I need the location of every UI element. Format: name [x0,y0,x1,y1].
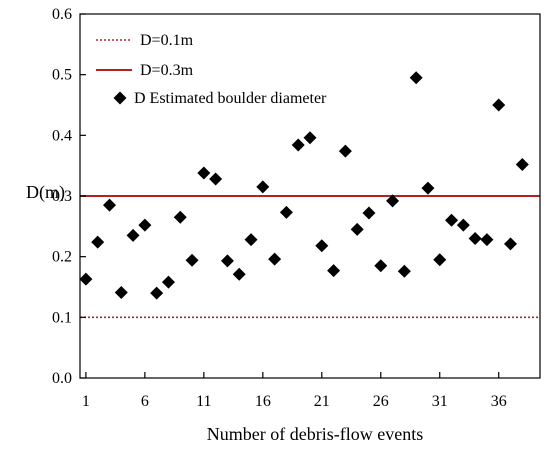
data-point [79,272,93,286]
data-point [362,206,376,220]
data-point [232,267,246,281]
data-point [480,233,494,247]
data-point [315,239,329,253]
y-tick-label: 0.5 [52,67,72,84]
data-point [433,253,447,267]
x-tick-label: 36 [491,393,507,410]
y-axis-title: D(m) [26,182,65,203]
data-point [291,138,305,152]
data-point [515,157,529,171]
data-point [244,233,258,247]
data-point [468,231,482,245]
data-point [114,285,128,299]
y-tick-label: 0.1 [52,309,72,326]
data-point [456,218,470,232]
x-tick-label: 6 [141,393,149,410]
data-point [197,166,211,180]
data-point [138,218,152,232]
data-point [185,253,199,267]
legend-label-d01: D=0.1m [140,32,194,49]
data-point [91,235,105,249]
reference-lines [80,195,540,319]
data-point [303,131,317,145]
x-tick-label: 31 [432,393,448,410]
data-point [279,205,293,219]
y-tick-label: 0.0 [52,370,72,387]
data-point [338,144,352,158]
legend: D=0.1m D=0.3m D Estimated boulder diamet… [96,32,327,107]
y-tick-label: 0.3 [52,188,72,205]
x-axis-ticks: 1 6 11 16 21 26 31 36 [82,372,507,410]
x-tick-label: 26 [373,393,389,410]
data-point [268,252,282,266]
x-tick-label: 21 [314,393,330,410]
data-point [445,213,459,227]
y-tick-label: 0.2 [52,249,72,266]
data-point [504,237,518,251]
data-point [386,194,400,208]
x-tick-label: 11 [196,393,211,410]
data-point [350,222,364,236]
x-tick-label: 1 [82,393,90,410]
data-point [173,210,187,224]
y-tick-label: 0.6 [52,6,72,23]
y-tick-label: 0.4 [52,127,72,144]
legend-label-boulder: D Estimated boulder diameter [134,90,327,107]
x-axis-title: Number of debris-flow events [207,424,423,444]
legend-label-d03: D=0.3m [140,62,194,79]
data-point [150,286,164,300]
data-point [374,259,388,273]
x-tick-label: 16 [255,393,271,410]
data-point [209,172,223,186]
data-point [126,228,140,242]
data-point [492,98,506,112]
data-point [327,264,341,278]
legend-swatch-diamond-icon [113,91,127,105]
data-point [397,264,411,278]
data-point [102,198,116,212]
data-point [161,275,175,289]
data-point [409,71,423,85]
y-axis-ticks: 0.0 0.1 0.2 0.3 0.4 0.5 0.6 [52,6,86,387]
data-point [421,181,435,195]
data-points [79,71,529,300]
data-point [220,254,234,268]
data-point [256,180,270,194]
